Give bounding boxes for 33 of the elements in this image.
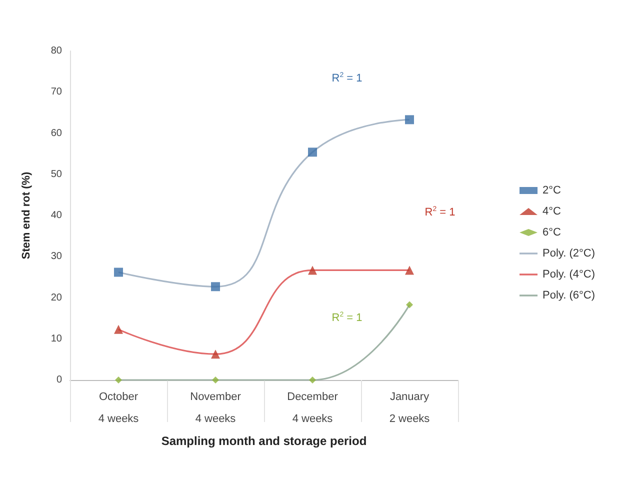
point [211,350,220,359]
legend-label: Poly. (6°C) [542,290,596,302]
point [114,268,123,277]
y-tick-label: 80 [50,46,62,56]
legend-label: 6°C [542,226,562,238]
point [115,376,122,384]
y-tick-label: 50 [50,168,62,180]
y-tick-label: 20 [50,292,62,304]
point [212,376,219,384]
y-tick-label: 40 [50,210,62,221]
y-axis-title: Stem end rot (%) [20,171,32,260]
legend-label: 2°C [542,184,562,196]
x-tick-label: December 4 weeks [287,391,338,425]
x-tick-label: October 4 weeks [98,391,140,425]
x-tick-label: November 4 weeks [190,391,242,425]
point [114,324,123,334]
y-tick-label: 30 [50,251,62,262]
y-tick-label: 10 [50,333,62,344]
y-tick-label: 70 [50,86,62,98]
point [405,115,414,124]
point [308,266,317,275]
legend-label: Poly. (2°C) [542,248,596,260]
y-tick-label: 0 [56,374,62,386]
point [308,148,317,157]
point [211,282,220,292]
x-axis-title: Sampling month and storage period [161,434,367,448]
point [309,376,316,384]
point [405,266,414,275]
legend-label: Poly. (4°C) [542,268,596,280]
y-tick-label: 60 [50,128,62,139]
point [406,301,413,308]
x-tick-label: January 2 weeks [389,391,430,425]
legend-label: 4°C [542,206,562,218]
